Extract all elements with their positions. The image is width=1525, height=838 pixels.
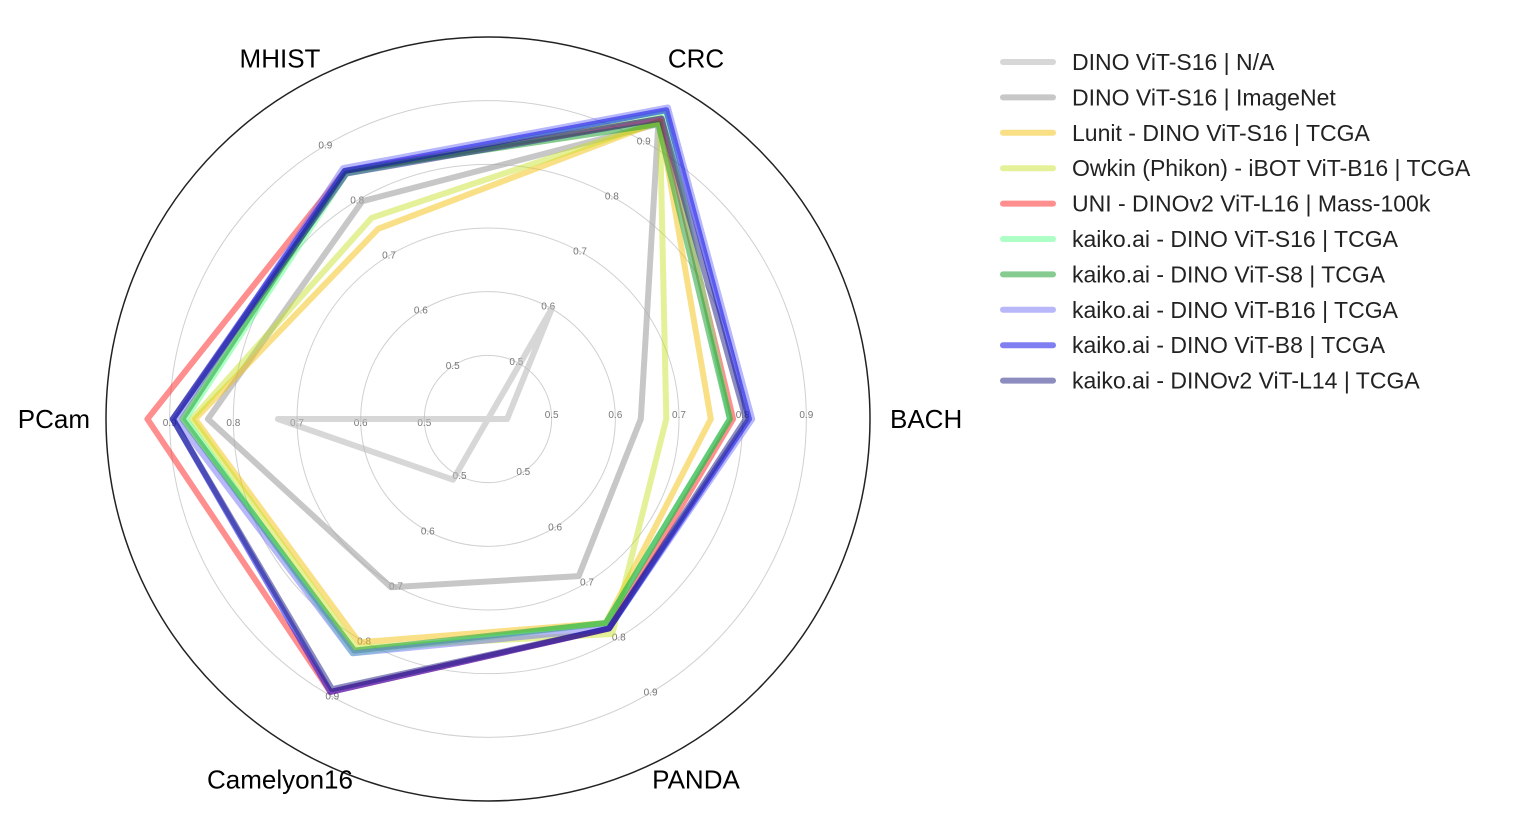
series-line	[169, 115, 749, 693]
tick-label: 0.5	[509, 357, 523, 368]
legend-label: kaiko.ai - DINOv2 ViT-L14 | TCGA	[1072, 368, 1420, 394]
radar-series	[144, 104, 756, 695]
legend-label: kaiko.ai - DINO ViT-S16 | TCGA	[1072, 226, 1399, 252]
legend-label: UNI - DINOv2 ViT-L16 | Mass-100k	[1072, 191, 1431, 217]
axis-label: Camelyon16	[207, 764, 353, 794]
tick-label: 0.6	[354, 418, 368, 429]
radar-axis-labels: BACH CRC MHIST PCam Camelyon16 PANDA	[18, 44, 963, 795]
series-line	[192, 118, 714, 646]
tick-label: 0.8	[605, 191, 619, 202]
tick-label: 0.8	[612, 633, 626, 644]
tick-label: 0.6	[414, 306, 428, 317]
axis-label: CRC	[668, 44, 724, 74]
tick-label: 0.6	[541, 302, 555, 313]
tick-label: 0.6	[548, 522, 562, 533]
series-line	[274, 305, 555, 483]
tick-label: 0.8	[226, 418, 240, 429]
tick-label: 0.9	[644, 688, 658, 699]
tick-label: 0.9	[163, 418, 177, 429]
tick-label: 0.9	[637, 136, 651, 147]
tick-label: 0.7	[580, 577, 594, 588]
series-line	[204, 121, 662, 591]
tick-label: 0.6	[421, 526, 435, 537]
tick-label: 0.5	[516, 467, 530, 478]
tick-label: 0.9	[318, 140, 332, 151]
axis-label: BACH	[890, 404, 962, 434]
tick-label: 0.5	[545, 410, 559, 421]
tick-label: 0.5	[453, 471, 467, 482]
tick-label: 0.9	[325, 692, 339, 703]
tick-label: 0.5	[446, 361, 460, 372]
tick-label: 0.9	[799, 410, 813, 421]
series-line	[179, 121, 733, 654]
grid-circle	[169, 100, 807, 738]
axis-label: MHIST	[240, 44, 321, 74]
legend-label: Owkin (Phikon) - iBOT ViT-B16 | TCGA	[1072, 155, 1471, 181]
tick-label: 0.5	[417, 418, 431, 429]
tick-label: 0.7	[573, 247, 587, 258]
axis-label: PCam	[18, 404, 90, 434]
axis-label: PANDA	[652, 764, 740, 794]
legend-label: DINO ViT-S16 | ImageNet	[1072, 84, 1336, 110]
legend: DINO ViT-S16 | N/A DINO ViT-S16 | ImageNe…	[1000, 49, 1471, 394]
tick-label: 0.8	[350, 195, 364, 206]
legend-label: kaiko.ai - DINO ViT-S8 | TCGA	[1072, 261, 1386, 287]
legend-label: Lunit - DINO ViT-S16 | TCGA	[1072, 120, 1370, 146]
legend-label: kaiko.ai - DINO ViT-B16 | TCGA	[1072, 297, 1399, 323]
outer-circle	[105, 36, 871, 802]
tick-label: 0.6	[608, 410, 622, 421]
legend-label: DINO ViT-S16 | N/A	[1072, 49, 1275, 75]
tick-label: 0.7	[672, 410, 686, 421]
tick-label: 0.7	[382, 251, 396, 262]
legend-label: kaiko.ai - DINO ViT-B8 | TCGA	[1072, 332, 1386, 358]
